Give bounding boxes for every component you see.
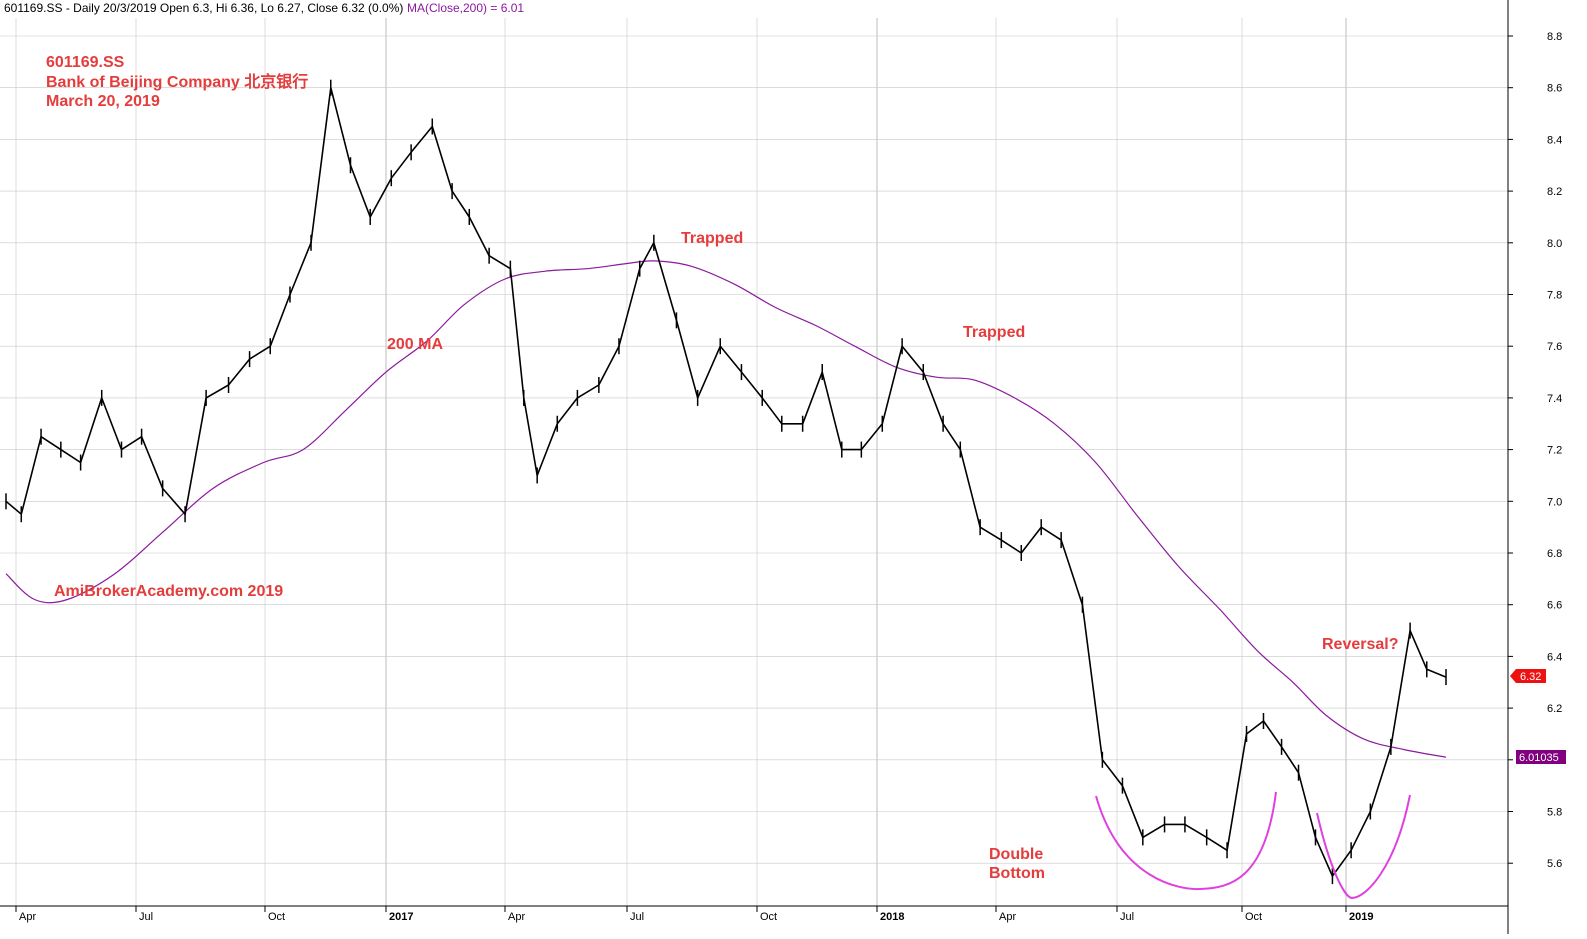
x-tick-label: Jul (1120, 911, 1134, 923)
y-tick-label: 8.4 (1547, 134, 1562, 146)
x-tick-label: Oct (268, 911, 285, 923)
y-tick-label: 6.8 (1547, 548, 1562, 560)
ma-price-tag-label: 6.01035 (1519, 752, 1559, 764)
x-tick-label: 2019 (1349, 911, 1373, 923)
watermark: AmiBrokerAcademy.com 2019 (54, 583, 283, 600)
header-symbol-info: 601169.SS - Daily 20/3/2019 Open 6.3, Hi… (4, 1, 403, 15)
annotation-reversal: Reversal? (1322, 636, 1399, 653)
annotation-trapped-1: Trapped (681, 230, 743, 247)
info-symbol: 601169.SS (46, 54, 125, 71)
y-tick-label: 7.0 (1547, 496, 1562, 508)
y-tick-label: 8.6 (1547, 83, 1562, 95)
ma-200-line (5, 260, 1447, 758)
x-tick-label: Apr (508, 911, 525, 923)
y-tick-label: 7.8 (1547, 290, 1562, 302)
y-tick-label: 8.0 (1547, 238, 1562, 250)
close-price-tag-label: 6.32 (1520, 671, 1541, 683)
axis-layer (0, 0, 1509, 934)
y-tick-label: 6.4 (1547, 651, 1562, 663)
ma-layer (5, 260, 1447, 758)
x-tick-label: Apr (999, 911, 1016, 923)
y-tick-label: 6.2 (1547, 703, 1562, 715)
x-tick-label: Jul (630, 911, 644, 923)
header-ma-label: MA(Close,200) = 6.01 (407, 1, 524, 15)
annotation-200ma: 200 MA (387, 336, 443, 353)
x-tick-label: 2017 (389, 911, 413, 923)
double-bottom-arc-left (1095, 791, 1277, 891)
price-layer (5, 79, 1447, 885)
double-bottom-arc-right (1316, 794, 1411, 900)
y-tick-label: 5.6 (1547, 858, 1562, 870)
annotation-trapped-2: Trapped (963, 324, 1025, 341)
close-price-tag: 6.32 (1510, 669, 1546, 683)
y-tick-label: 8.2 (1547, 186, 1562, 198)
y-tick-label: 6.6 (1547, 600, 1562, 612)
info-company: Bank of Beijing Company 北京银行 (46, 72, 308, 91)
y-tick-label: 8.8 (1547, 31, 1562, 43)
y-tick-label: 5.8 (1547, 807, 1562, 819)
y-tick-label: 7.2 (1547, 445, 1562, 457)
grid-layer (0, 18, 1508, 906)
x-tick-label: 2018 (880, 911, 904, 923)
tick-layer: 5.65.86.06.26.46.66.87.07.27.47.67.88.08… (15, 31, 1562, 923)
ma-price-tag: 6.01035 (1516, 750, 1566, 764)
x-tick-label: Oct (1245, 911, 1262, 923)
y-tick-label: 7.4 (1547, 393, 1562, 405)
x-tick-label: Jul (139, 911, 153, 923)
price-series-line (5, 86, 1447, 877)
y-tick-label: 7.6 (1547, 341, 1562, 353)
annotation-double-bottom-line2: Bottom (989, 865, 1045, 882)
annotation-double-bottom-line1: Double (989, 846, 1043, 863)
info-date: March 20, 2019 (46, 93, 160, 110)
x-tick-label: Oct (760, 911, 777, 923)
x-tick-label: Apr (19, 911, 36, 923)
